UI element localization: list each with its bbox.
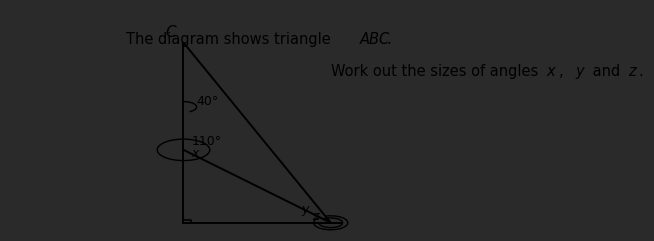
Text: z: z: [628, 64, 636, 79]
Text: y: y: [576, 64, 584, 79]
Text: z: z: [313, 210, 318, 222]
Text: .: .: [386, 32, 390, 47]
Text: C: C: [165, 26, 175, 40]
Text: Work out the sizes of angles: Work out the sizes of angles: [331, 64, 543, 79]
Text: x: x: [546, 64, 555, 79]
Text: 110°: 110°: [192, 135, 222, 148]
Text: ABC: ABC: [360, 32, 390, 47]
Text: .: .: [638, 64, 643, 79]
Text: y: y: [301, 203, 309, 216]
Text: ,: ,: [559, 64, 569, 79]
Text: and: and: [589, 64, 625, 79]
Text: 40°: 40°: [197, 95, 219, 108]
Text: The diagram shows triangle: The diagram shows triangle: [126, 32, 335, 47]
Text: x: x: [192, 147, 199, 160]
